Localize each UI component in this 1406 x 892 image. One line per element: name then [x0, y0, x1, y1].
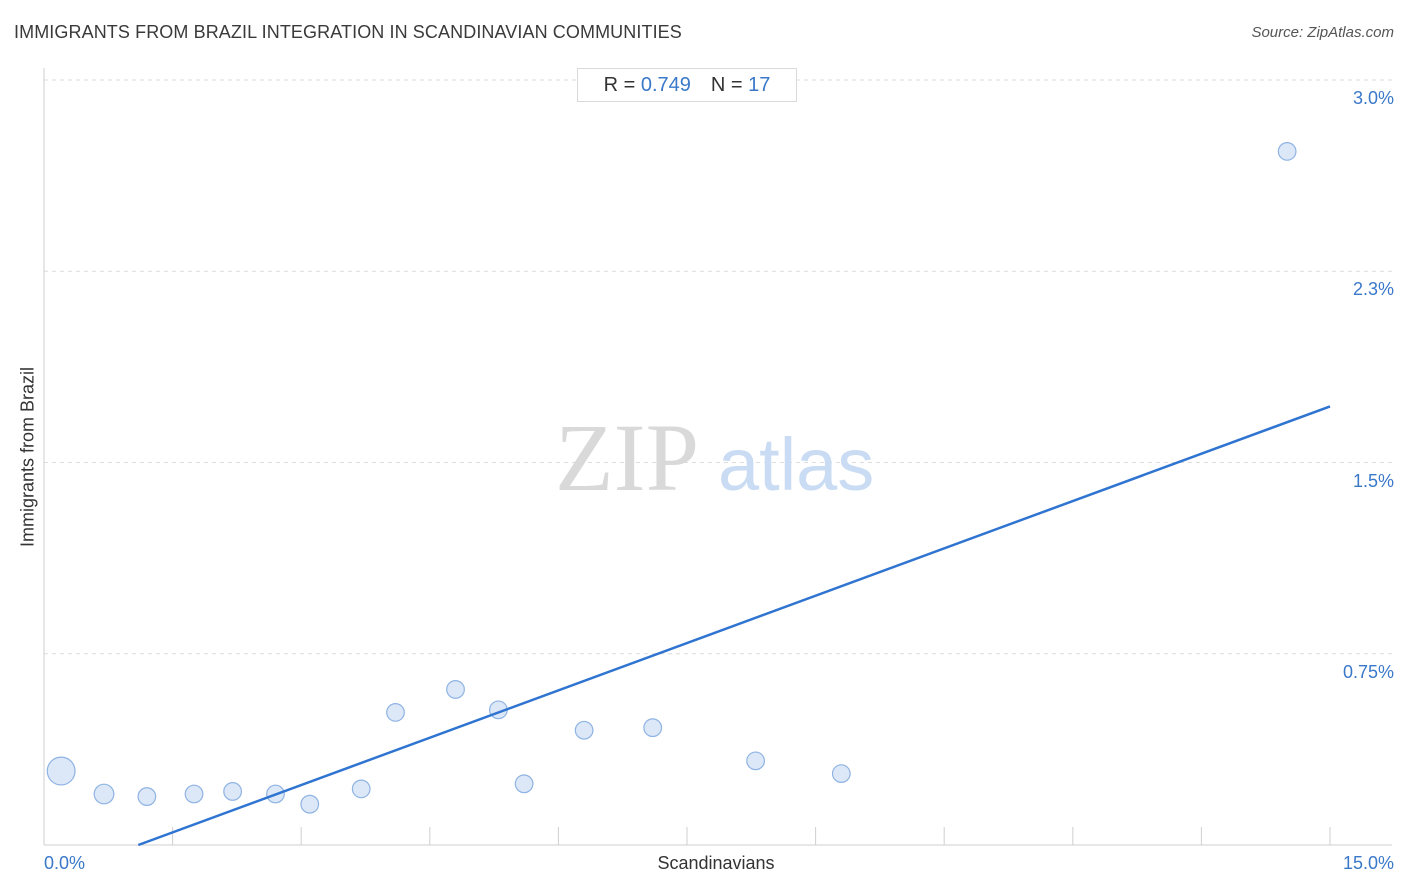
watermark-atlas: atlas	[718, 423, 874, 506]
correlation-stats: R = 0.749 N = 17	[577, 68, 797, 102]
chart-title: IMMIGRANTS FROM BRAZIL INTEGRATION IN SC…	[14, 22, 682, 42]
n-label: N =	[710, 73, 743, 96]
r-value: 0.749	[640, 73, 691, 96]
scatter-point	[386, 703, 405, 722]
axes	[43, 68, 1392, 846]
y-axis-label: Immigrants from Brazil	[17, 366, 38, 548]
scatter-point	[831, 764, 851, 783]
y-tick-label: 1.5%	[1352, 470, 1394, 491]
y-tick-label: 2.3%	[1352, 279, 1394, 300]
scatter-point	[1277, 141, 1297, 161]
scatter-point	[93, 783, 115, 805]
r-label: R =	[603, 73, 636, 96]
scatter-point	[300, 794, 320, 814]
x-axis-label: Scandinavians	[657, 853, 775, 873]
grid-lines	[44, 79, 1392, 655]
trend-line	[137, 405, 1331, 847]
scatter-point	[643, 718, 663, 738]
x-tick-label-max: 15.0%	[1342, 853, 1394, 873]
y-tick-label: 0.75%	[1342, 661, 1394, 682]
scatter-point	[223, 782, 243, 801]
scatter-point	[137, 787, 157, 806]
watermark-zip: ZIP	[555, 404, 699, 511]
watermark: ZIP atlas	[555, 404, 874, 511]
y-tick-label: 3.0%	[1352, 88, 1394, 108]
scatter-point	[46, 756, 76, 786]
scatter-point	[351, 779, 371, 799]
scatter-point	[514, 774, 534, 794]
n-value: 17	[748, 73, 771, 96]
scatter-point	[446, 680, 465, 699]
scatter-point	[574, 720, 594, 740]
scatter-point	[746, 751, 765, 771]
source-credit: Source: ZipAtlas.com	[1251, 24, 1394, 41]
x-tick-label-min: 0.0%	[44, 853, 86, 873]
scatter-point	[184, 784, 204, 804]
trend-line-group	[137, 405, 1331, 847]
